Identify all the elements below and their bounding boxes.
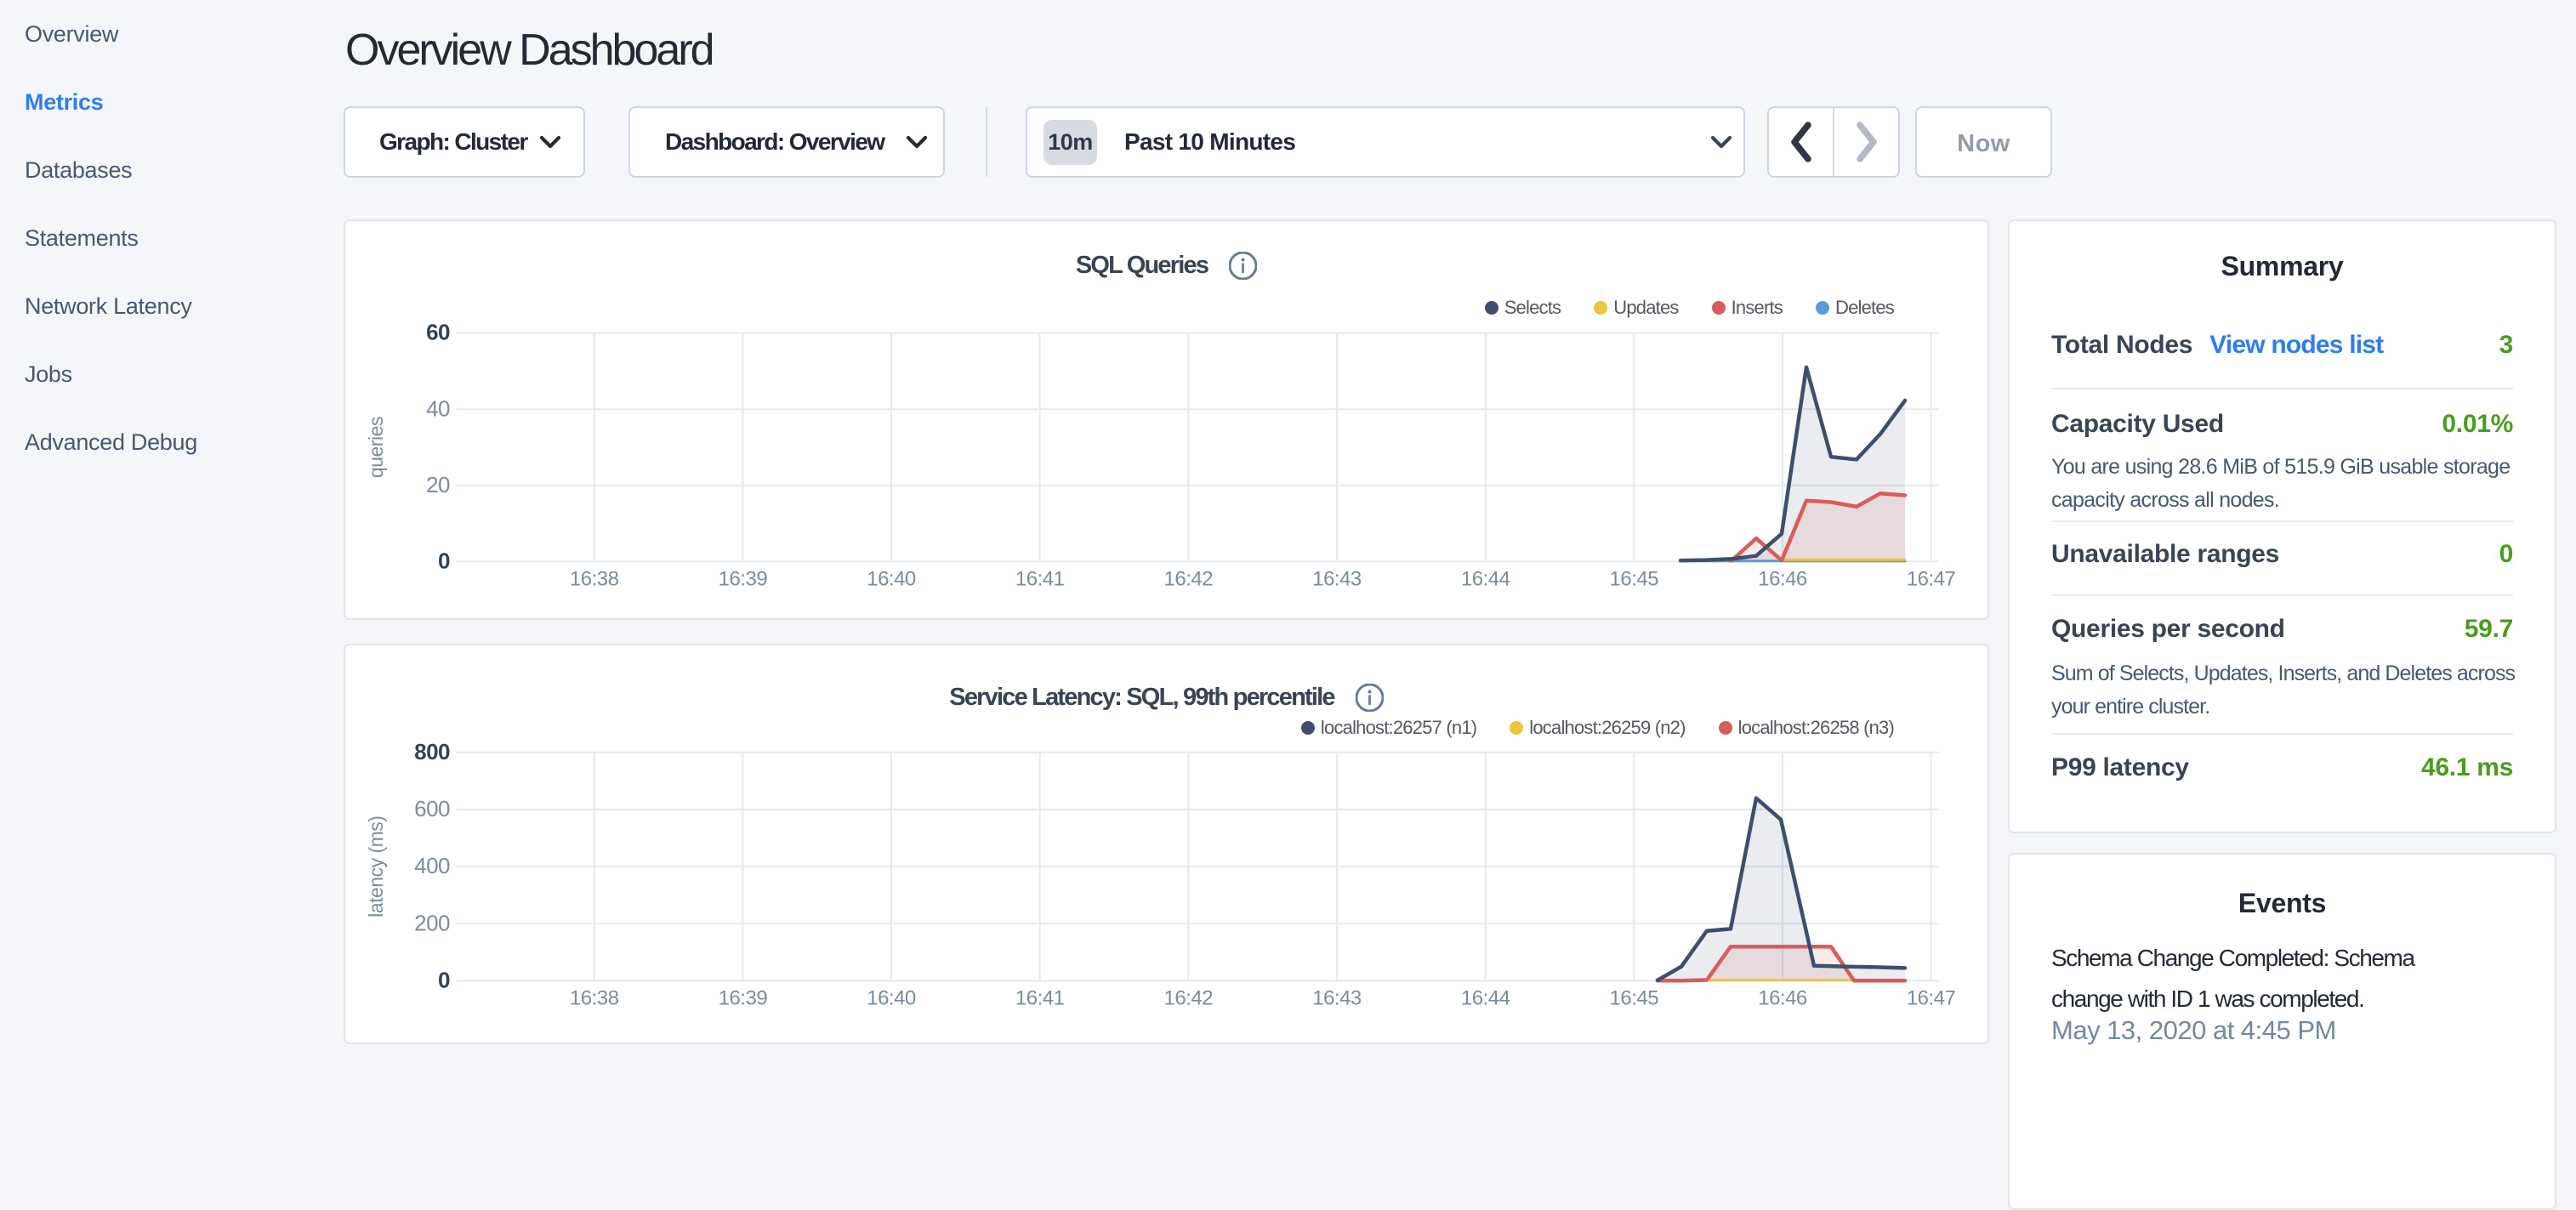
svg-text:16:43: 16:43 bbox=[1312, 567, 1362, 590]
svg-text:20: 20 bbox=[426, 472, 450, 497]
svg-text:40: 40 bbox=[426, 395, 450, 421]
svg-text:16:44: 16:44 bbox=[1461, 567, 1510, 590]
svg-text:16:39: 16:39 bbox=[719, 987, 768, 1010]
svg-text:16:41: 16:41 bbox=[1015, 987, 1065, 1010]
svg-text:16:40: 16:40 bbox=[867, 567, 916, 590]
svg-text:0: 0 bbox=[438, 968, 450, 993]
svg-text:latency (ms): latency (ms) bbox=[365, 816, 387, 917]
svg-text:16:38: 16:38 bbox=[570, 567, 619, 590]
svg-text:16:43: 16:43 bbox=[1312, 987, 1362, 1010]
svg-text:16:45: 16:45 bbox=[1610, 987, 1659, 1010]
svg-text:16:40: 16:40 bbox=[867, 987, 916, 1010]
svg-text:queries: queries bbox=[365, 417, 387, 478]
svg-text:400: 400 bbox=[414, 853, 450, 878]
svg-text:16:42: 16:42 bbox=[1164, 567, 1214, 590]
svg-text:16:39: 16:39 bbox=[719, 567, 768, 590]
svg-text:16:41: 16:41 bbox=[1015, 567, 1065, 590]
svg-text:16:47: 16:47 bbox=[1907, 987, 1956, 1010]
svg-text:16:42: 16:42 bbox=[1164, 987, 1214, 1010]
svg-text:800: 800 bbox=[414, 739, 450, 764]
svg-text:0: 0 bbox=[438, 548, 450, 573]
svg-text:16:47: 16:47 bbox=[1907, 567, 1956, 590]
svg-text:16:45: 16:45 bbox=[1610, 567, 1659, 590]
svg-text:16:46: 16:46 bbox=[1758, 567, 1807, 590]
svg-text:16:38: 16:38 bbox=[570, 987, 619, 1010]
svg-text:600: 600 bbox=[414, 796, 450, 821]
svg-text:16:44: 16:44 bbox=[1461, 987, 1510, 1010]
svg-text:16:46: 16:46 bbox=[1758, 987, 1807, 1010]
svg-text:200: 200 bbox=[414, 910, 450, 935]
svg-text:60: 60 bbox=[426, 320, 450, 345]
